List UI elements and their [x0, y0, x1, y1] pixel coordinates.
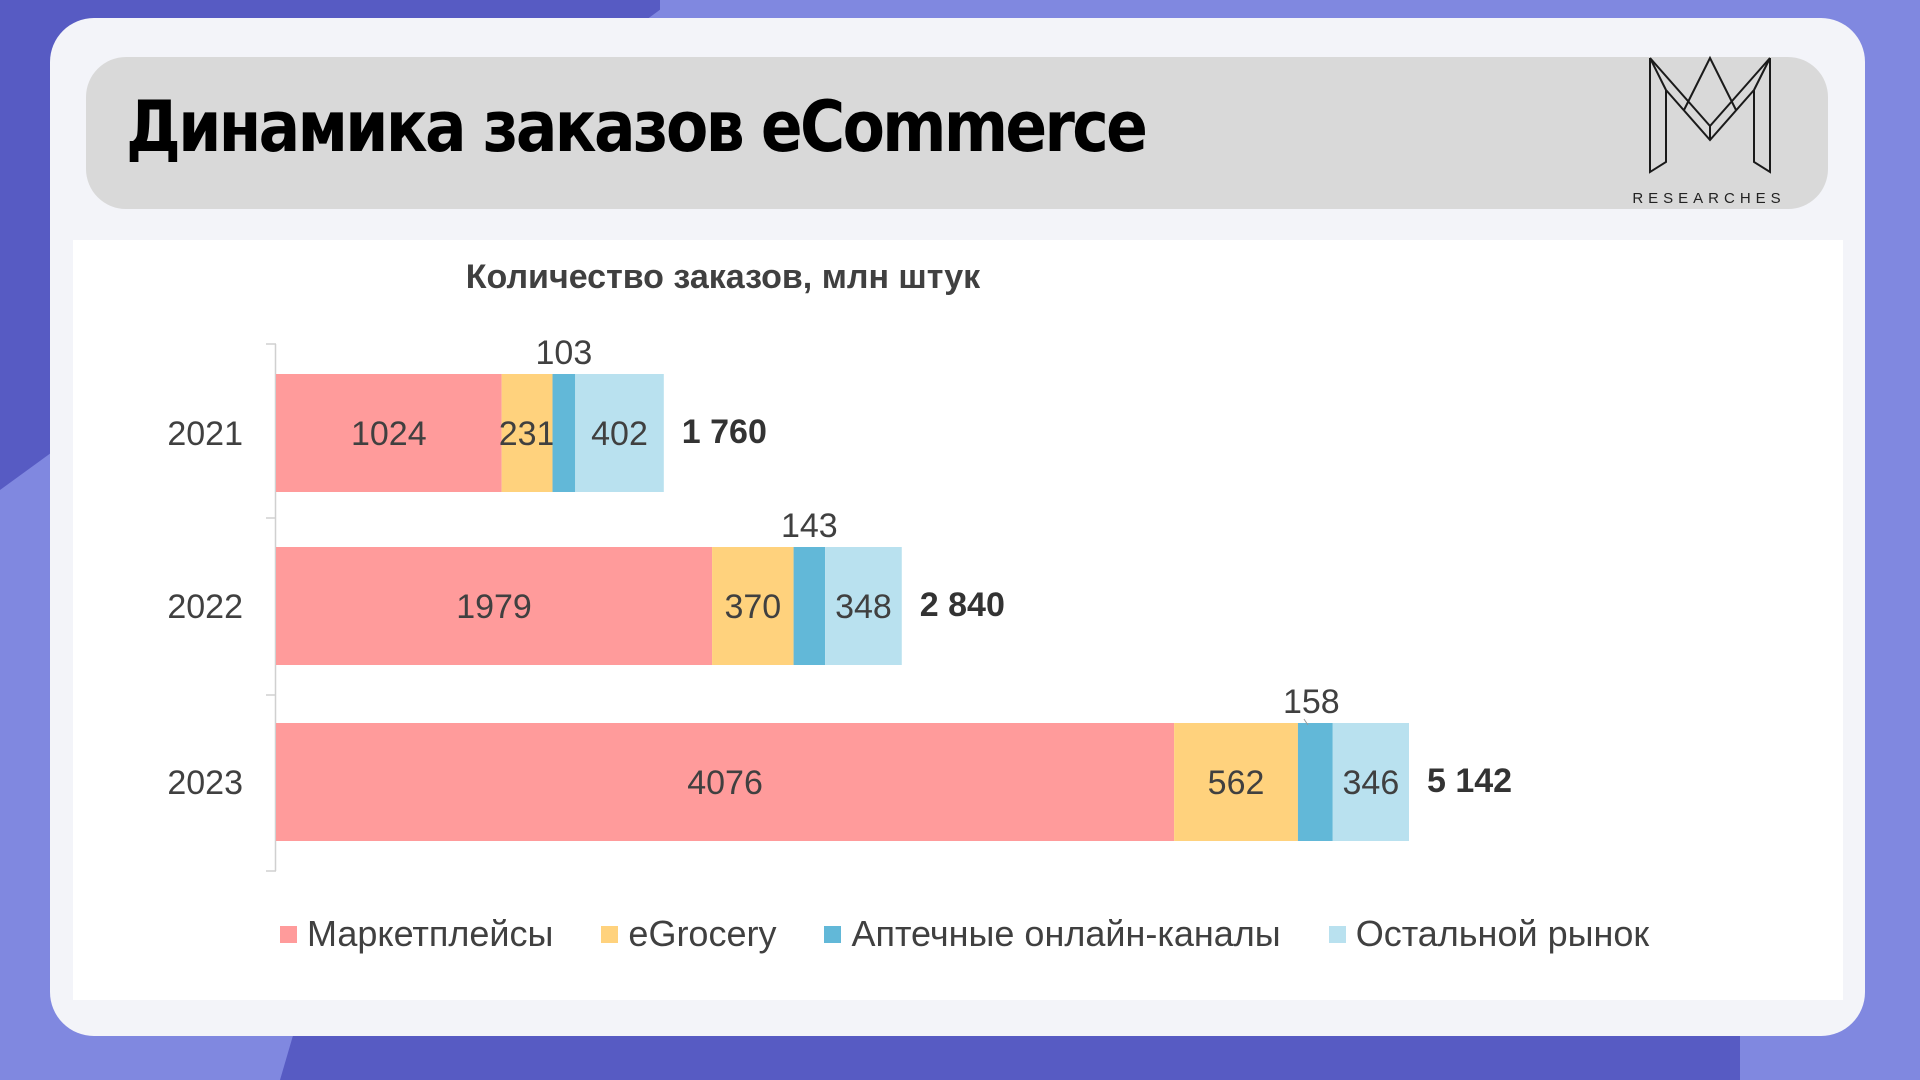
chart-title: Количество заказов, млн штук — [466, 258, 981, 296]
stacked-bar-chart: Количество заказов, млн штук 2021 2022 202… — [167, 258, 1512, 872]
data-label: 103 — [536, 334, 593, 372]
legend-item: eGrocery — [601, 913, 776, 955]
legend-swatch — [824, 925, 842, 943]
m-monogram-icon — [1649, 55, 1771, 174]
category-label: 2023 — [167, 764, 243, 802]
total-label: 1 760 — [682, 413, 767, 451]
data-label: 348 — [835, 588, 892, 626]
data-label: 231 — [499, 415, 556, 453]
legend-label: Остальной рынок — [1355, 913, 1650, 954]
data-label: 158 — [1283, 683, 1340, 721]
chart-legend: Маркетплейсы eGrocery Аптечные онлайн-кана… — [280, 912, 1697, 956]
data-label: 4076 — [687, 764, 763, 802]
category-label: 2022 — [167, 588, 243, 626]
legend-label: Аптечные онлайн-каналы — [851, 913, 1281, 954]
bar-segment — [575, 374, 664, 492]
category-label: 2021 — [167, 415, 243, 453]
bar-segment — [276, 374, 502, 492]
total-label: 2 840 — [920, 586, 1005, 624]
legend-label: Маркетплейсы — [307, 913, 554, 954]
legend-item: Аптечные онлайн-каналы — [824, 913, 1281, 955]
data-label: 1979 — [456, 588, 532, 626]
bar-segment — [276, 547, 713, 665]
data-label: 370 — [724, 588, 781, 626]
legend-item: Маркетплейсы — [280, 913, 553, 955]
bar-segment — [1174, 723, 1298, 841]
bar-segment — [552, 374, 576, 492]
bar-segment — [501, 374, 553, 492]
legend-item: Остальной рынок — [1328, 913, 1650, 955]
leader-line — [1303, 718, 1309, 726]
legend-swatch — [601, 925, 619, 943]
bar-segment — [712, 547, 794, 665]
legend-label: eGrocery — [628, 913, 777, 954]
bar-segment — [793, 547, 826, 665]
data-label: 143 — [781, 507, 838, 545]
bar-segment — [276, 723, 1175, 841]
data-label: 1024 — [351, 415, 427, 453]
data-label: 346 — [1343, 764, 1400, 802]
total-label: 5 142 — [1427, 762, 1512, 800]
legend-swatch — [280, 925, 297, 943]
title-bar — [86, 57, 1828, 209]
data-label: 402 — [591, 415, 648, 453]
logo-text: RESEARCHES — [1632, 190, 1786, 207]
chart-panel: Количество заказов, млн штук 2021 2022 202… — [73, 240, 1843, 1000]
bar-segment — [825, 547, 902, 665]
slide-title: Динамика заказов eCommerce — [126, 86, 1148, 168]
bar-segment — [1297, 723, 1333, 841]
data-label: 562 — [1208, 764, 1265, 802]
legend-swatch — [1328, 925, 1346, 943]
background-shape-bottom — [280, 1030, 1740, 1080]
bar-segment — [1332, 723, 1409, 841]
logo: RESEARCHES — [1624, 54, 1794, 214]
